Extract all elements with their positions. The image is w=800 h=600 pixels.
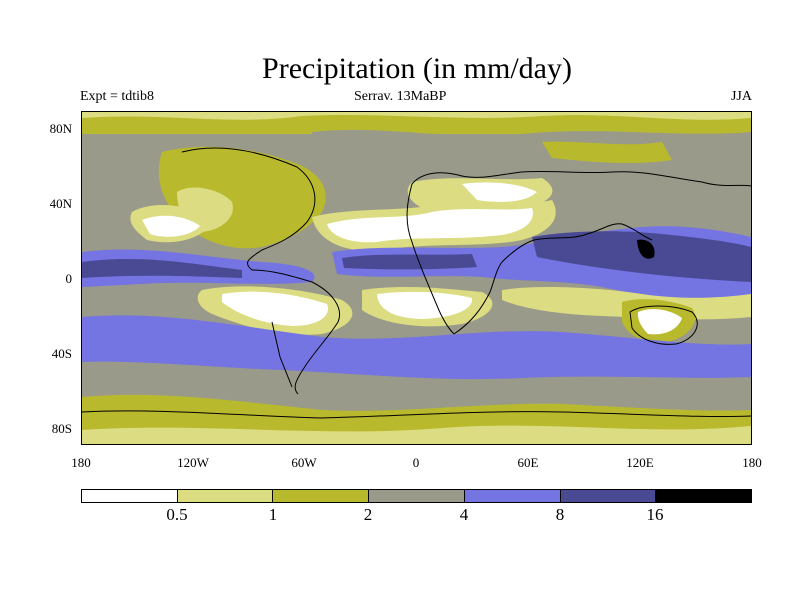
season-label: JJA (730, 89, 752, 104)
y-axis-label: 80S (51, 421, 72, 436)
map-title: Precipitation (in mm/day) (262, 52, 572, 85)
y-axis-label: 0 (65, 271, 73, 286)
colorbar-label: 16 (646, 505, 664, 524)
precipitation-map (81, 111, 752, 445)
x-axis-label: 120E (626, 455, 654, 470)
colorbar-label: 4 (459, 505, 469, 524)
x-axis-label: 60E (517, 455, 539, 470)
colorbar-swatch (82, 490, 178, 502)
experiment-label: Expt = tdtib8 (80, 89, 155, 104)
colorbar-label: 0.5 (166, 505, 188, 524)
colorbar-swatch (177, 490, 274, 502)
y-axis-label: 40S (51, 346, 72, 361)
colorbar (81, 489, 752, 503)
colorbar-swatch (560, 490, 657, 502)
colorbar-swatch (464, 490, 561, 502)
x-axis-label: 180 (71, 455, 91, 470)
colorbar-swatch (369, 490, 465, 502)
colorbar-label: 2 (363, 505, 373, 524)
colorbar-label: 1 (268, 505, 278, 524)
colorbar-label: 8 (555, 505, 565, 524)
experiment-subtitle: Serrav. 13MaBP (354, 89, 447, 104)
y-axis-label: 80N (49, 121, 72, 136)
x-axis-label: 0 (412, 455, 420, 470)
colorbar-swatch (656, 490, 752, 502)
y-axis-label: 40N (49, 196, 72, 211)
x-axis-label: 180 (742, 455, 762, 470)
x-axis-label: 120W (177, 455, 209, 470)
x-axis-label: 60W (291, 455, 317, 470)
colorbar-swatch (273, 490, 370, 502)
